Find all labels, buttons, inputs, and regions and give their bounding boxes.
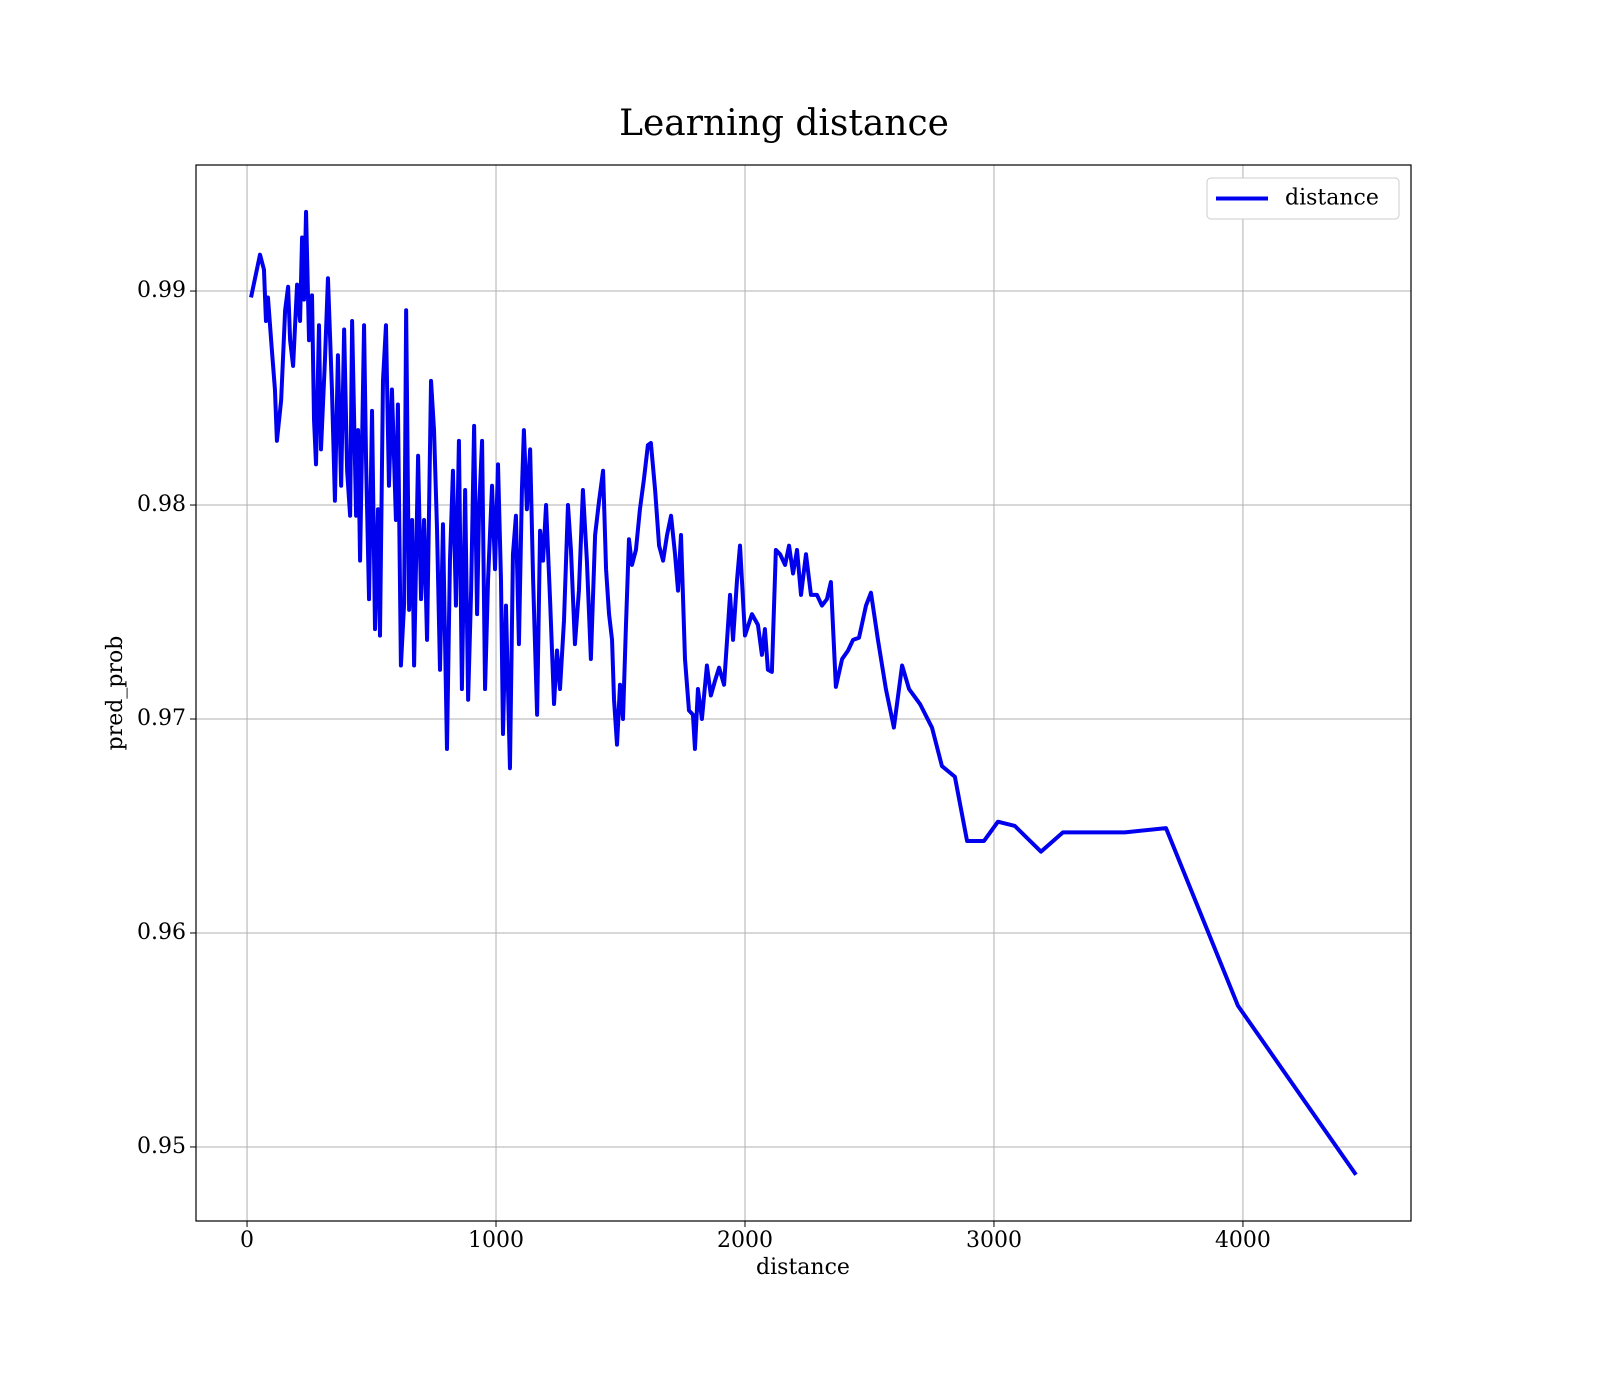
y-tick-label: 0.98 <box>137 492 186 517</box>
data-line <box>249 209 1358 1176</box>
chart-title: Learning distance <box>619 103 949 144</box>
y-tick-label: 0.99 <box>137 278 186 303</box>
y-tick-label: 0.97 <box>137 706 186 731</box>
legend-label: distance <box>1285 186 1379 211</box>
x-tick-label: 3000 <box>966 1228 1022 1253</box>
x-tick-label: 1000 <box>468 1228 524 1253</box>
x-tick-label: 0 <box>240 1228 254 1253</box>
x-axis-label: distance <box>756 1255 850 1280</box>
y-axis-label: pred_prob <box>103 636 128 751</box>
y-tick-label: 0.95 <box>137 1134 186 1159</box>
plot-frame <box>195 164 1412 1222</box>
legend-box <box>1206 177 1400 220</box>
x-tick-label: 2000 <box>717 1228 773 1253</box>
y-tick-label: 0.96 <box>137 920 186 945</box>
x-tick-label: 4000 <box>1215 1228 1271 1253</box>
